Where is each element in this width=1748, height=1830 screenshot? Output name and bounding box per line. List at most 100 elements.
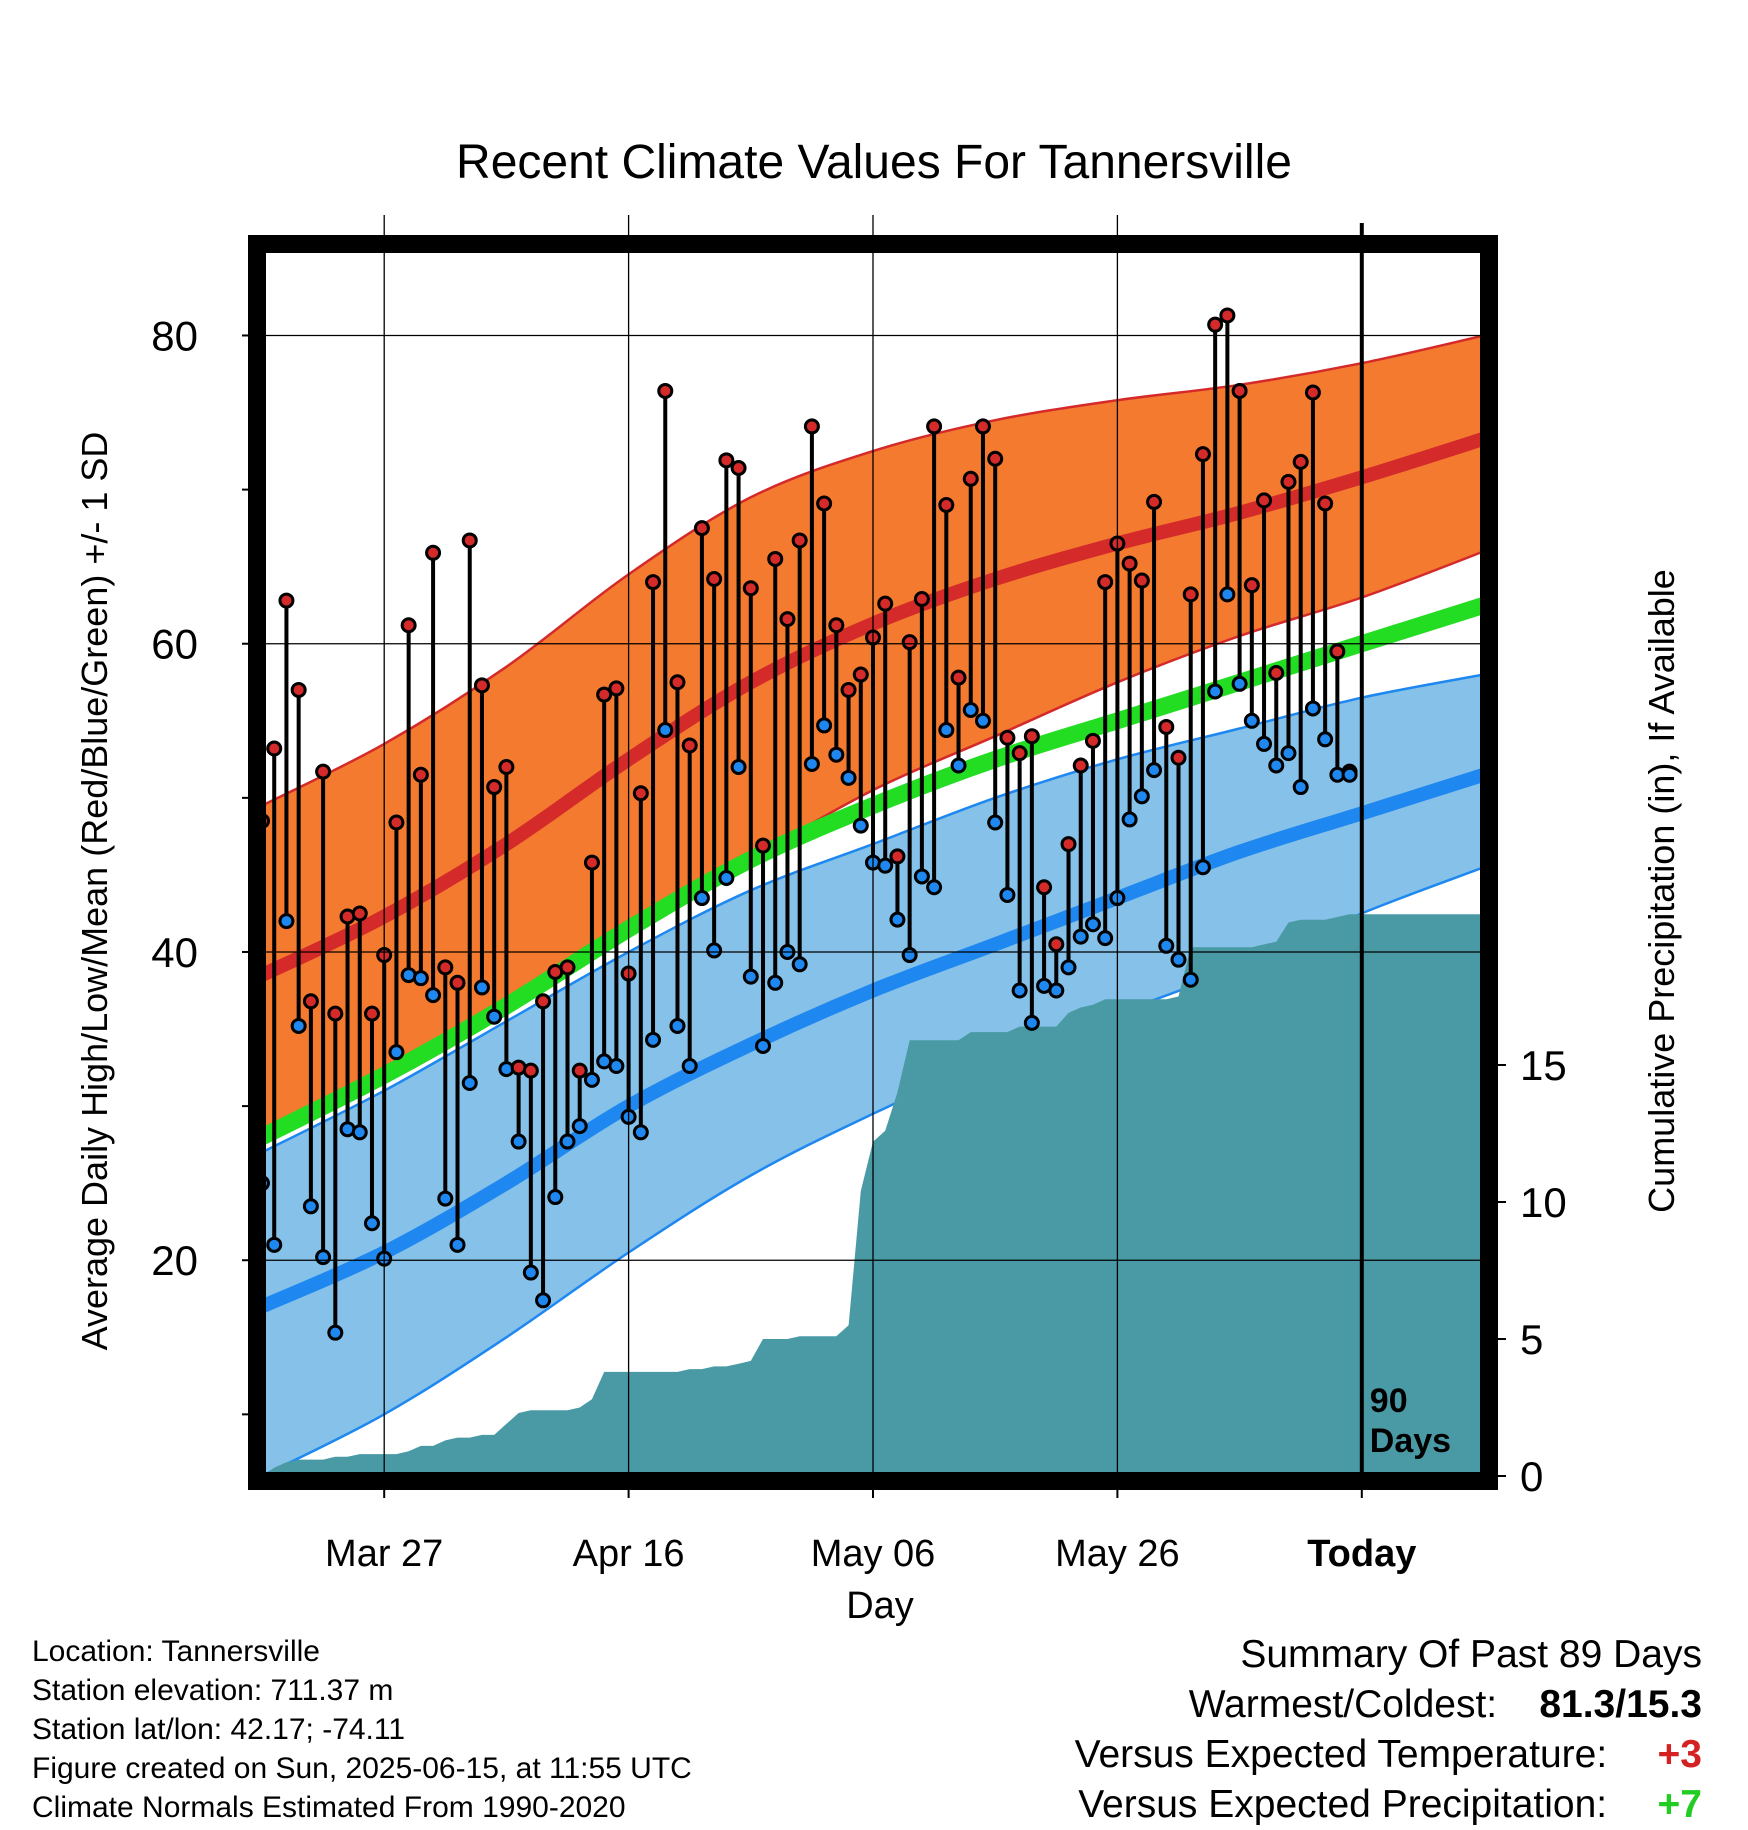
temp-value: +3	[1657, 1733, 1702, 1776]
daily-low-point	[449, 1236, 466, 1253]
daily-high-point	[1121, 555, 1138, 572]
daily-high-point	[657, 382, 674, 399]
daily-high-point	[400, 617, 417, 634]
daily-high-point	[1292, 453, 1309, 470]
x-tick-label: Apr 16	[573, 1533, 685, 1575]
daily-low-point	[999, 886, 1016, 903]
daily-high-point	[1207, 316, 1224, 333]
daily-low-point	[1097, 930, 1114, 947]
daily-low-point	[486, 1008, 503, 1025]
daily-high-point	[608, 680, 625, 697]
daily-low-point	[767, 974, 784, 991]
daily-high-point	[522, 1062, 539, 1079]
daily-low-point	[278, 913, 295, 930]
daily-high-point	[486, 779, 503, 796]
daily-high-point	[730, 460, 747, 477]
daily-high-point	[1011, 745, 1028, 762]
daily-low-point	[1182, 971, 1199, 988]
created-text: Figure created on Sun, 2025-06-15, at 11…	[32, 1752, 692, 1785]
daily-high-point	[315, 763, 332, 780]
daily-low-point	[681, 1058, 698, 1075]
daily-high-point	[559, 959, 576, 976]
daily-high-point	[816, 495, 833, 512]
precip-value: +7	[1657, 1783, 1702, 1826]
daily-low-point	[791, 956, 808, 973]
summary-heading: Summary Of Past 89 Days	[1240, 1633, 1702, 1676]
daily-low-point	[852, 817, 869, 834]
daily-low-point	[730, 759, 747, 776]
daily-low-point	[1219, 586, 1236, 603]
high-sd-band-upper-edge	[262, 334, 1484, 807]
daily-high-point	[718, 452, 735, 469]
daily-high-point	[1023, 728, 1040, 745]
daily-high-point	[1317, 495, 1334, 512]
daily-low-point	[461, 1074, 478, 1091]
plot-area	[262, 307, 1484, 1476]
y-right-tick-label: 15	[1520, 1042, 1567, 1089]
chart-title: Recent Climate Values For Tannersville	[456, 136, 1292, 189]
x-tick-label: Today	[1307, 1533, 1416, 1575]
daily-low-point	[645, 1031, 662, 1048]
daily-low-point	[1207, 683, 1224, 700]
station-info: Location: Tannersville Station elevation…	[32, 1632, 692, 1827]
daily-low-point	[547, 1189, 564, 1206]
daily-low-point	[1280, 745, 1297, 762]
daily-low-point	[1268, 757, 1285, 774]
daily-low-point	[522, 1264, 539, 1281]
daily-low-point	[718, 869, 735, 886]
daily-high-point	[767, 550, 784, 567]
daily-low-point	[1084, 916, 1101, 933]
daily-high-point	[913, 591, 930, 608]
temp-label: Versus Expected Temperature:	[1074, 1733, 1608, 1776]
daily-low-point	[1292, 779, 1309, 796]
daily-low-point	[962, 701, 979, 718]
daily-high-point	[1097, 574, 1114, 591]
daily-high-point	[779, 611, 796, 628]
daily-low-point	[1170, 951, 1187, 968]
daily-high-point	[327, 1005, 344, 1022]
daily-low-point	[608, 1058, 625, 1075]
daily-high-point	[1329, 643, 1346, 660]
daily-low-point	[938, 722, 955, 739]
y-left-tick-label: 80	[151, 312, 198, 359]
daily-low-point	[1194, 859, 1211, 876]
daily-high-point	[962, 470, 979, 487]
daily-low-point	[755, 1037, 772, 1054]
daily-high-point	[877, 595, 894, 612]
daily-high-point	[1036, 879, 1053, 896]
daily-low-point	[803, 755, 820, 772]
daily-high-point	[1048, 936, 1065, 953]
y-axis-left-label: Average Daily High/Low/Mean (Red/Blue/Gr…	[74, 431, 115, 1351]
daily-low-point	[1060, 959, 1077, 976]
today-days-label-2: Days	[1370, 1422, 1451, 1460]
daily-low-point	[1304, 700, 1321, 717]
daily-high-point	[840, 681, 857, 698]
daily-high-point	[535, 993, 552, 1010]
daily-high-point	[266, 740, 283, 757]
daily-low-point	[913, 868, 930, 885]
daily-low-point	[425, 987, 442, 1004]
daily-low-point	[1011, 982, 1028, 999]
daily-low-point	[1133, 788, 1150, 805]
daily-high-point	[1304, 384, 1321, 401]
daily-low-point	[901, 947, 918, 964]
summary-panel: Summary Of Past 89 Days Warmest/Coldest:…	[1075, 1630, 1702, 1830]
daily-low-point	[473, 979, 490, 996]
daily-low-point	[535, 1292, 552, 1309]
daily-high-point	[278, 592, 295, 609]
warm-cold-value: 81.3/15.3	[1539, 1683, 1702, 1726]
daily-low-point	[669, 1017, 686, 1034]
daily-low-point	[950, 757, 967, 774]
daily-high-point	[1280, 473, 1297, 490]
axes: 20 40 60 80 0 5 10 15 Mar 27 Apr 16 May 06 May 26 To…	[151, 215, 1567, 1575]
y-axis-right-label: Cumulative Precipitation (in), If Availa…	[1641, 569, 1682, 1213]
daily-low-point	[706, 942, 723, 959]
y-left-tick-label: 60	[151, 621, 198, 668]
daily-high-point	[999, 729, 1016, 746]
daily-high-point	[302, 993, 319, 1010]
daily-high-point	[388, 814, 405, 831]
daily-high-point	[473, 677, 490, 694]
daily-low-point	[327, 1324, 344, 1341]
daily-high-point	[1084, 732, 1101, 749]
daily-low-point	[412, 970, 429, 987]
